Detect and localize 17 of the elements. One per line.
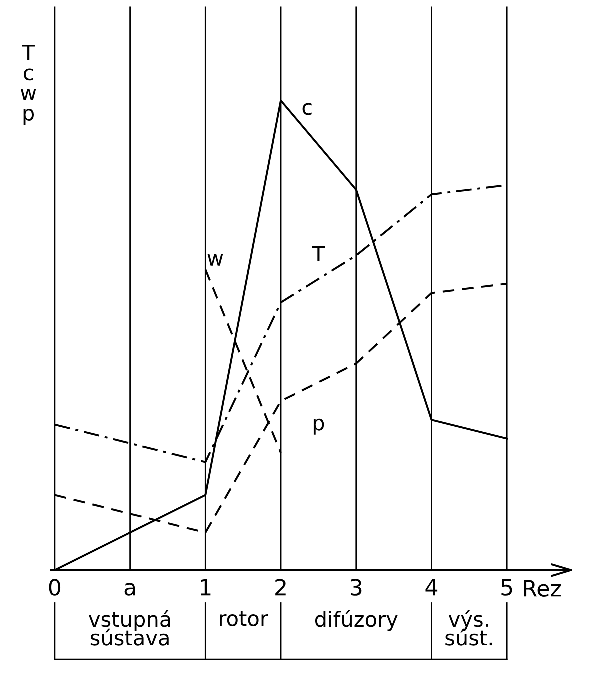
x-tick-label: a	[124, 583, 136, 596]
x-tick-label: 3	[350, 579, 362, 596]
text: rotor	[220, 611, 268, 626]
series-label: w	[208, 254, 224, 266]
series-label: p	[314, 418, 324, 435]
x-tick-label: 4	[426, 579, 438, 596]
x-tick-label: 0	[49, 579, 61, 596]
text: výs. súst.	[446, 610, 492, 646]
y-axis-title: T c w p	[20, 45, 36, 126]
series-label: c	[302, 103, 312, 116]
x-axis-title: Rez	[524, 580, 561, 597]
x-tick-label: 2	[276, 579, 286, 596]
text: vstupná sústava	[89, 610, 170, 646]
x-tick-label: 5	[502, 579, 512, 596]
text: difúzory	[315, 610, 398, 632]
series-label: T	[312, 246, 326, 262]
x-tick-label: 1	[201, 579, 211, 596]
